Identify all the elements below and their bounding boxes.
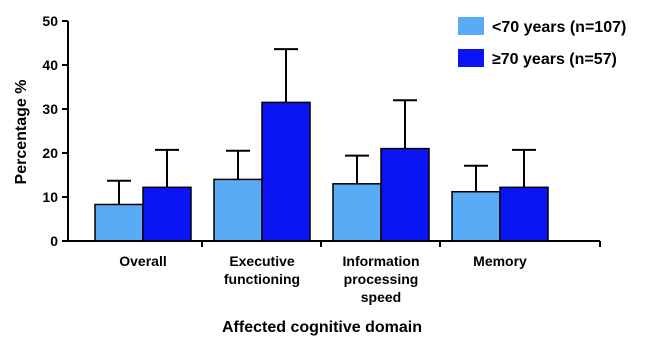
y-tick-label-20: 20 bbox=[42, 145, 58, 161]
legend-label-2: ≥70 years (n=57) bbox=[492, 51, 617, 68]
bar-series1-cat3 bbox=[332, 183, 382, 242]
bar-series2-cat3 bbox=[380, 147, 430, 242]
bar-series1-cat2 bbox=[213, 178, 263, 242]
x-category-label-1: Overall bbox=[119, 253, 166, 269]
x-category-label-3: Information processing speed bbox=[343, 253, 420, 305]
y-tick-label-10: 10 bbox=[42, 189, 58, 205]
bar-series2-cat4 bbox=[499, 186, 549, 242]
x-category-label-line: processing bbox=[344, 271, 419, 287]
legend: <70 years (n=107) ≥70 years (n=57) bbox=[458, 17, 626, 68]
x-category-label-line: Information bbox=[343, 253, 420, 269]
axes-layer: 0 10 20 30 40 50 Overall Executive functioning In… bbox=[42, 13, 601, 305]
legend-label-1: <70 years (n=107) bbox=[492, 19, 626, 36]
x-category-label-line: Executive bbox=[229, 253, 295, 269]
y-tick-label-0: 0 bbox=[50, 233, 58, 249]
bar-series1-cat1 bbox=[94, 203, 144, 242]
y-tick-label-50: 50 bbox=[42, 13, 58, 29]
y-tick-label-30: 30 bbox=[42, 101, 58, 117]
x-category-label-line: functioning bbox=[224, 271, 300, 287]
bar-series1-cat4 bbox=[451, 190, 501, 242]
bar-series2-cat2 bbox=[261, 101, 311, 242]
x-category-label-line: Overall bbox=[119, 253, 166, 269]
bars-layer bbox=[94, 48, 549, 242]
x-category-label-line: Memory bbox=[473, 253, 527, 269]
y-tick-label-40: 40 bbox=[42, 57, 58, 73]
legend-swatch-2 bbox=[458, 49, 484, 67]
x-category-label-2: Executive functioning bbox=[224, 253, 300, 287]
y-axis-title: Percentage % bbox=[13, 80, 30, 185]
x-category-label-line: speed bbox=[361, 289, 401, 305]
x-category-label-4: Memory bbox=[473, 253, 527, 269]
bar-series2-cat1 bbox=[142, 186, 192, 242]
x-axis-title: Affected cognitive domain bbox=[222, 319, 422, 336]
legend-swatch-1 bbox=[458, 17, 484, 35]
